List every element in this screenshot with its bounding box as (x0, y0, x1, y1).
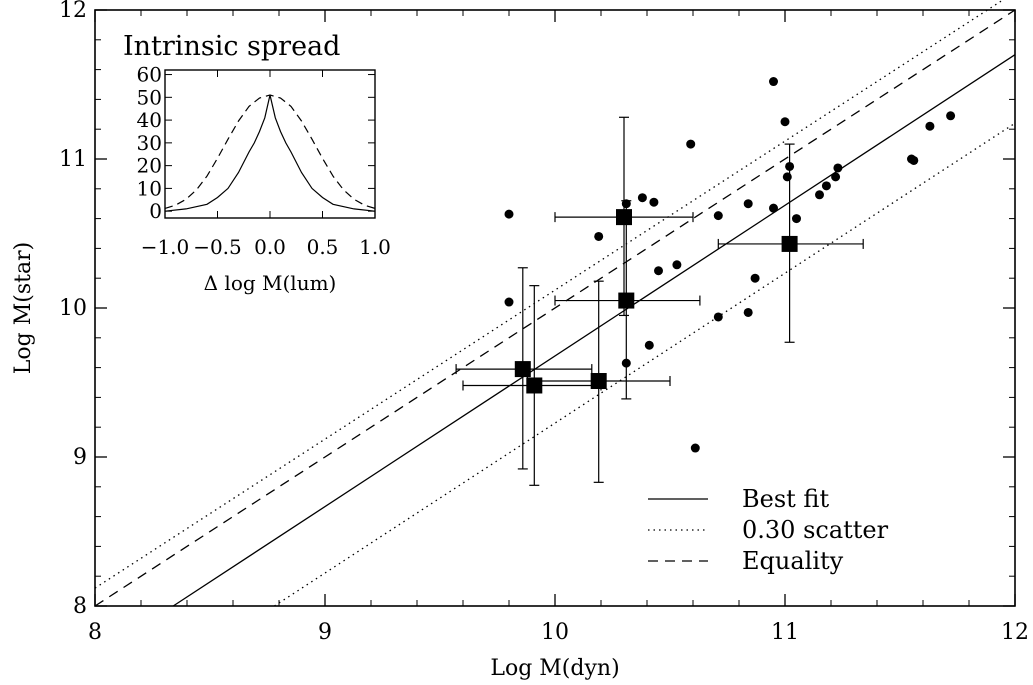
binned-marker (781, 235, 798, 252)
x-axis-label: Log M(dyn) (490, 656, 619, 681)
y-tick-label: 9 (73, 445, 87, 470)
binned-point (554, 116, 694, 317)
inset-plot-frame (164, 69, 376, 219)
y-axis-label: Log M(star) (11, 242, 36, 374)
inset-y-tick-label: 30 (137, 131, 162, 155)
x-tick-label: 11 (771, 620, 799, 645)
inset-y-tick-label: 10 (137, 176, 162, 200)
equality-line (94, 9, 1016, 607)
y-tick-label: 10 (59, 296, 87, 321)
inset-x-tick-label: −1.0 (141, 235, 190, 259)
data-point (504, 209, 514, 219)
data-point (743, 199, 753, 209)
binned-marker (616, 209, 632, 226)
binned-marker (618, 292, 635, 309)
data-point (909, 155, 919, 165)
data-point (644, 340, 654, 350)
legend-label-best-fit: Best fit (742, 485, 829, 513)
data-point (649, 197, 659, 207)
data-point (690, 443, 700, 453)
data-point (782, 172, 792, 182)
inset-y-tick-label: 40 (137, 108, 162, 132)
binned-point (462, 285, 602, 486)
inset-dashed-curve (164, 94, 376, 209)
binned-marker (514, 361, 531, 378)
data-point (713, 312, 723, 322)
y-tick-label: 8 (73, 594, 87, 619)
data-point (833, 163, 843, 173)
inset-x-tick-label: 1.0 (359, 235, 391, 259)
data-point (686, 139, 696, 149)
data-point (769, 77, 778, 87)
data-point (925, 121, 935, 131)
x-tick-label: 8 (88, 620, 102, 645)
legend-label-equality: Equality (742, 547, 844, 575)
binned-point (554, 200, 701, 400)
data-point (831, 172, 841, 182)
binned-point (526, 280, 671, 483)
legend-label-scatter: 0.30 scatter (742, 516, 889, 544)
inset-y-tick-label: 50 (137, 85, 162, 109)
inset-x-tick-label: 0.0 (254, 235, 286, 259)
main-ticks: 8 9 10 11 12 8 9 10 11 12 (59, 0, 1029, 645)
y-tick-label: 12 (59, 0, 87, 23)
data-point (594, 231, 604, 241)
inset-y-tick-label: 0 (149, 199, 162, 223)
main-data-points (504, 77, 956, 453)
data-point (792, 214, 801, 224)
inset-curves (164, 94, 376, 212)
binned-marker (526, 377, 543, 394)
binned-point (455, 267, 593, 470)
data-point (743, 307, 753, 317)
main-binned-points (455, 116, 864, 486)
data-point (637, 193, 647, 203)
data-point (946, 111, 956, 121)
x-tick-label: 12 (1001, 620, 1029, 645)
data-point (713, 211, 723, 221)
x-tick-label: 10 (541, 620, 569, 645)
inset-y-tick-label: 60 (137, 63, 162, 87)
y-tick-label: 11 (59, 147, 87, 172)
main-fit-lines (94, 0, 1016, 607)
binned-point (717, 143, 864, 343)
binned-marker (590, 373, 607, 390)
x-tick-label: 9 (318, 620, 332, 645)
inset-y-tick-label: 20 (137, 154, 162, 178)
data-point (504, 297, 514, 307)
inset-x-tick-label: −0.5 (193, 235, 242, 259)
inset-x-axis-label: Δ log M(lum) (204, 271, 337, 295)
best-fit-line (172, 54, 1016, 607)
data-point (815, 190, 824, 200)
data-point (769, 203, 778, 213)
data-point (654, 266, 663, 276)
scatter-upper-line (94, 0, 1005, 589)
legend: Best fit 0.30 scatter Equality (648, 485, 889, 575)
data-point (750, 273, 760, 283)
data-point (821, 181, 831, 191)
inset-x-tick-label: 0.5 (307, 235, 339, 259)
data-point (672, 260, 682, 270)
data-point (780, 117, 790, 127)
inset-title: Intrinsic spread (123, 31, 340, 62)
